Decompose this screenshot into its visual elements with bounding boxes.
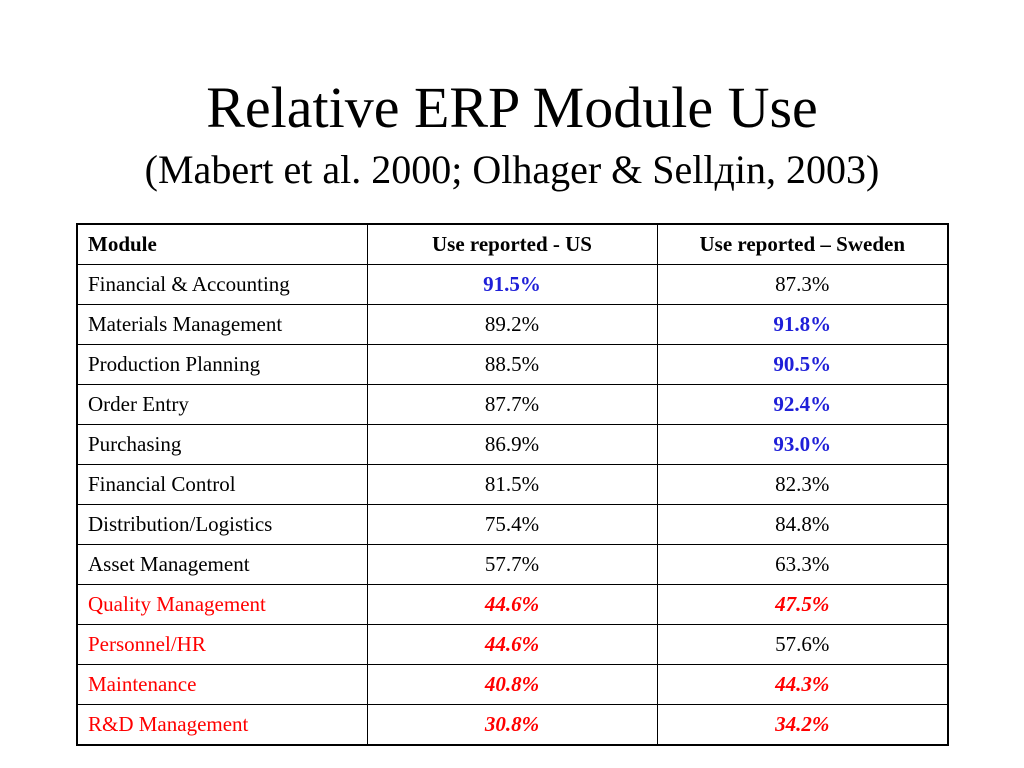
cell-module: Quality Management	[76, 584, 368, 625]
cell-use-sweden: 87.3%	[656, 264, 949, 305]
erp-module-table: Module Use reported - US Use reported – …	[76, 223, 949, 746]
table-row: Personnel/HR 44.6% 57.6%	[76, 624, 949, 665]
cell-module: Financial Control	[76, 464, 368, 505]
cell-use-sweden: 82.3%	[656, 464, 949, 505]
cell-use-us: 88.5%	[366, 344, 658, 385]
cell-use-us: 75.4%	[366, 504, 658, 545]
slide-title: Relative ERP Module Use	[206, 75, 818, 140]
cell-use-us: 44.6%	[366, 584, 658, 625]
table-header-row: Module Use reported - US Use reported – …	[76, 223, 949, 265]
cell-use-sweden: 84.8%	[656, 504, 949, 545]
cell-use-us: 40.8%	[366, 664, 658, 705]
cell-use-sweden: 44.3%	[656, 664, 949, 705]
table-row: Asset Management 57.7% 63.3%	[76, 544, 949, 585]
cell-use-sweden: 47.5%	[656, 584, 949, 625]
cell-use-sweden: 63.3%	[656, 544, 949, 585]
slide-subtitle: (Mabert et al. 2000; Olhager & Sellдin, …	[144, 147, 880, 192]
cell-module: Production Planning	[76, 344, 368, 385]
cell-module: Financial & Accounting	[76, 264, 368, 305]
cell-use-sweden: 91.8%	[656, 304, 949, 345]
table-body: Financial & Accounting 91.5% 87.3% Material…	[76, 264, 949, 746]
cell-module: Purchasing	[76, 424, 368, 465]
cell-module: Materials Management	[76, 304, 368, 345]
cell-module: Order Entry	[76, 384, 368, 425]
cell-use-sweden: 93.0%	[656, 424, 949, 465]
header-use-sweden: Use reported – Sweden	[656, 223, 949, 265]
table-row: Financial & Accounting 91.5% 87.3%	[76, 264, 949, 305]
cell-use-us: 44.6%	[366, 624, 658, 665]
table-row: Distribution/Logistics 75.4% 84.8%	[76, 504, 949, 545]
cell-use-us: 91.5%	[366, 264, 658, 305]
cell-use-us: 30.8%	[366, 704, 658, 746]
table-row: Quality Management 44.6% 47.5%	[76, 584, 949, 625]
table-row: Maintenance 40.8% 44.3%	[76, 664, 949, 705]
cell-module: Asset Management	[76, 544, 368, 585]
cell-use-us: 89.2%	[366, 304, 658, 345]
header-module: Module	[76, 223, 368, 265]
cell-use-sweden: 90.5%	[656, 344, 949, 385]
table-row: Order Entry 87.7% 92.4%	[76, 384, 949, 425]
cell-use-us: 81.5%	[366, 464, 658, 505]
cell-use-sweden: 92.4%	[656, 384, 949, 425]
header-use-us: Use reported - US	[366, 223, 658, 265]
table-row: R&D Management 30.8% 34.2%	[76, 704, 949, 746]
cell-use-us: 57.7%	[366, 544, 658, 585]
cell-module: Distribution/Logistics	[76, 504, 368, 545]
cell-module: Maintenance	[76, 664, 368, 705]
table-row: Materials Management 89.2% 91.8%	[76, 304, 949, 345]
table-row: Purchasing 86.9% 93.0%	[76, 424, 949, 465]
cell-use-sweden: 57.6%	[656, 624, 949, 665]
cell-module: Personnel/HR	[76, 624, 368, 665]
cell-module: R&D Management	[76, 704, 368, 746]
cell-use-us: 87.7%	[366, 384, 658, 425]
table-row: Financial Control 81.5% 82.3%	[76, 464, 949, 505]
cell-use-sweden: 34.2%	[656, 704, 949, 746]
table-row: Production Planning 88.5% 90.5%	[76, 344, 949, 385]
cell-use-us: 86.9%	[366, 424, 658, 465]
